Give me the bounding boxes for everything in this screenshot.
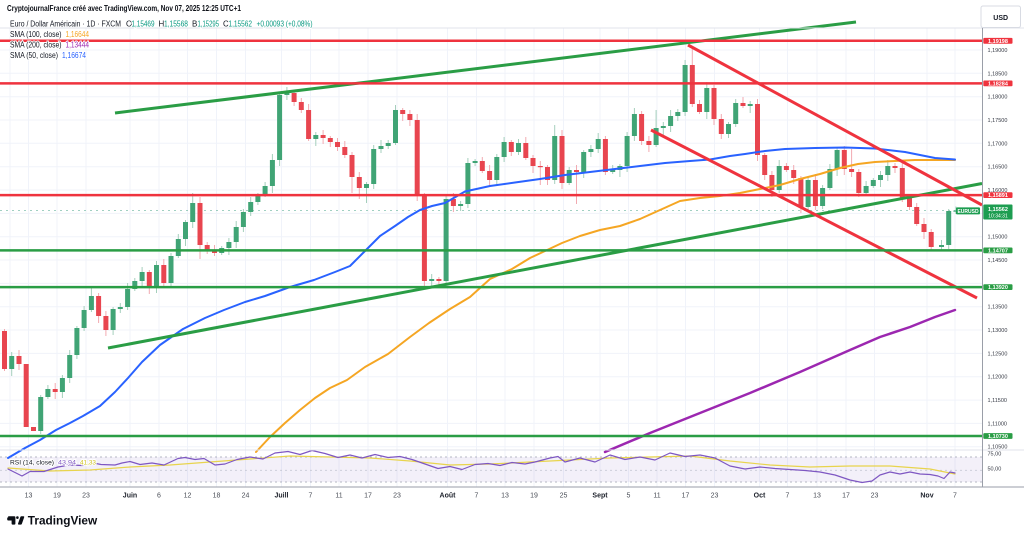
svg-text:23: 23	[871, 493, 879, 500]
svg-text:1,11000: 1,11000	[988, 421, 1007, 427]
svg-text:1,16644: 1,16644	[66, 30, 90, 39]
svg-text:23: 23	[393, 493, 401, 500]
svg-text:1,15469: 1,15469	[132, 19, 155, 28]
svg-text:1,18000: 1,18000	[988, 95, 1008, 101]
svg-text:11: 11	[653, 493, 660, 500]
svg-text:Euro / Dollar Américain · 1D ·: Euro / Dollar Américain · 1D · FXCM	[10, 19, 121, 28]
svg-text:1,19198: 1,19198	[988, 39, 1008, 45]
svg-text:23: 23	[711, 493, 719, 500]
svg-text:7: 7	[953, 493, 957, 500]
svg-text:Oct: Oct	[754, 493, 766, 500]
svg-text:1,11500: 1,11500	[988, 398, 1007, 404]
svg-text:1,16000: 1,16000	[988, 188, 1008, 194]
svg-text:TradingView: TradingView	[28, 514, 98, 528]
svg-text:H: H	[159, 19, 165, 28]
svg-text:17: 17	[364, 493, 372, 500]
svg-text:1,16674: 1,16674	[62, 51, 86, 60]
svg-text:12: 12	[184, 493, 192, 500]
svg-text:1,13500: 1,13500	[988, 305, 1008, 311]
svg-text:O: O	[126, 19, 132, 28]
svg-text:11: 11	[335, 493, 342, 500]
svg-text:SMA (200, close): SMA (200, close)	[10, 41, 62, 50]
svg-text:+0,00093 (+0,08%): +0,00093 (+0,08%)	[257, 19, 313, 28]
svg-text:13: 13	[501, 493, 509, 500]
svg-text:EURUSD: EURUSD	[957, 209, 979, 215]
svg-text:1,13920: 1,13920	[988, 285, 1008, 291]
svg-text:5: 5	[627, 493, 631, 500]
svg-text:1,15000: 1,15000	[988, 235, 1008, 241]
svg-text:41,33: 41,33	[80, 460, 96, 467]
svg-text:43,94: 43,94	[58, 460, 76, 467]
svg-text:25: 25	[560, 493, 568, 500]
svg-text:24: 24	[242, 493, 250, 500]
svg-text:7: 7	[475, 493, 479, 500]
svg-text:1,13000: 1,13000	[988, 328, 1008, 334]
svg-text:1,16500: 1,16500	[988, 165, 1008, 171]
svg-text:SMA (50, close): SMA (50, close)	[10, 51, 58, 60]
svg-text:75,00: 75,00	[988, 452, 1002, 458]
svg-text:Nov: Nov	[920, 493, 933, 500]
svg-text:CryptojournalFrance créé avec: CryptojournalFrance créé avec TradingVie…	[7, 4, 241, 13]
svg-text:19: 19	[53, 493, 61, 500]
svg-text:Août: Août	[440, 493, 457, 500]
svg-text:1,15562: 1,15562	[988, 207, 1008, 213]
svg-text:1,15562: 1,15562	[229, 19, 253, 28]
svg-text:7: 7	[786, 493, 790, 500]
svg-text:Juin: Juin	[123, 493, 137, 500]
svg-text:19: 19	[530, 493, 538, 500]
svg-text:1,15891: 1,15891	[988, 193, 1008, 199]
svg-text:1,19000: 1,19000	[988, 48, 1008, 54]
svg-text:RSI (14, close): RSI (14, close)	[10, 460, 54, 467]
svg-text:1,10500: 1,10500	[988, 445, 1008, 451]
svg-text:USD: USD	[993, 15, 1008, 22]
svg-text:17: 17	[842, 493, 850, 500]
svg-text:17: 17	[682, 493, 690, 500]
svg-text:23: 23	[82, 493, 90, 500]
svg-text:1,10730: 1,10730	[988, 434, 1008, 440]
svg-text:1,14707: 1,14707	[988, 248, 1008, 254]
svg-text:1,14500: 1,14500	[988, 258, 1008, 264]
svg-text:13: 13	[813, 493, 821, 500]
svg-text:Juill: Juill	[274, 493, 288, 500]
svg-text:1,17000: 1,17000	[988, 141, 1008, 147]
svg-text:C: C	[223, 19, 229, 28]
svg-text:1,12500: 1,12500	[988, 351, 1008, 357]
svg-text:1,15568: 1,15568	[164, 19, 188, 28]
svg-text:1,18500: 1,18500	[988, 71, 1008, 77]
svg-text:1,13444: 1,13444	[66, 41, 90, 50]
svg-text:6: 6	[157, 493, 161, 500]
svg-text:1,17500: 1,17500	[988, 118, 1008, 124]
svg-text:B: B	[192, 19, 197, 28]
svg-text:1,18284: 1,18284	[988, 81, 1009, 87]
svg-text:Sept: Sept	[592, 493, 608, 500]
svg-text:1,12000: 1,12000	[988, 375, 1008, 381]
svg-text:13: 13	[25, 493, 33, 500]
svg-text:50,00: 50,00	[988, 467, 1002, 473]
svg-text:10:34:31: 10:34:31	[988, 214, 1008, 220]
svg-text:1,15295: 1,15295	[198, 19, 220, 28]
svg-text:SMA (100, close): SMA (100, close)	[10, 30, 62, 39]
svg-text:18: 18	[213, 493, 221, 500]
svg-text:7: 7	[309, 493, 313, 500]
